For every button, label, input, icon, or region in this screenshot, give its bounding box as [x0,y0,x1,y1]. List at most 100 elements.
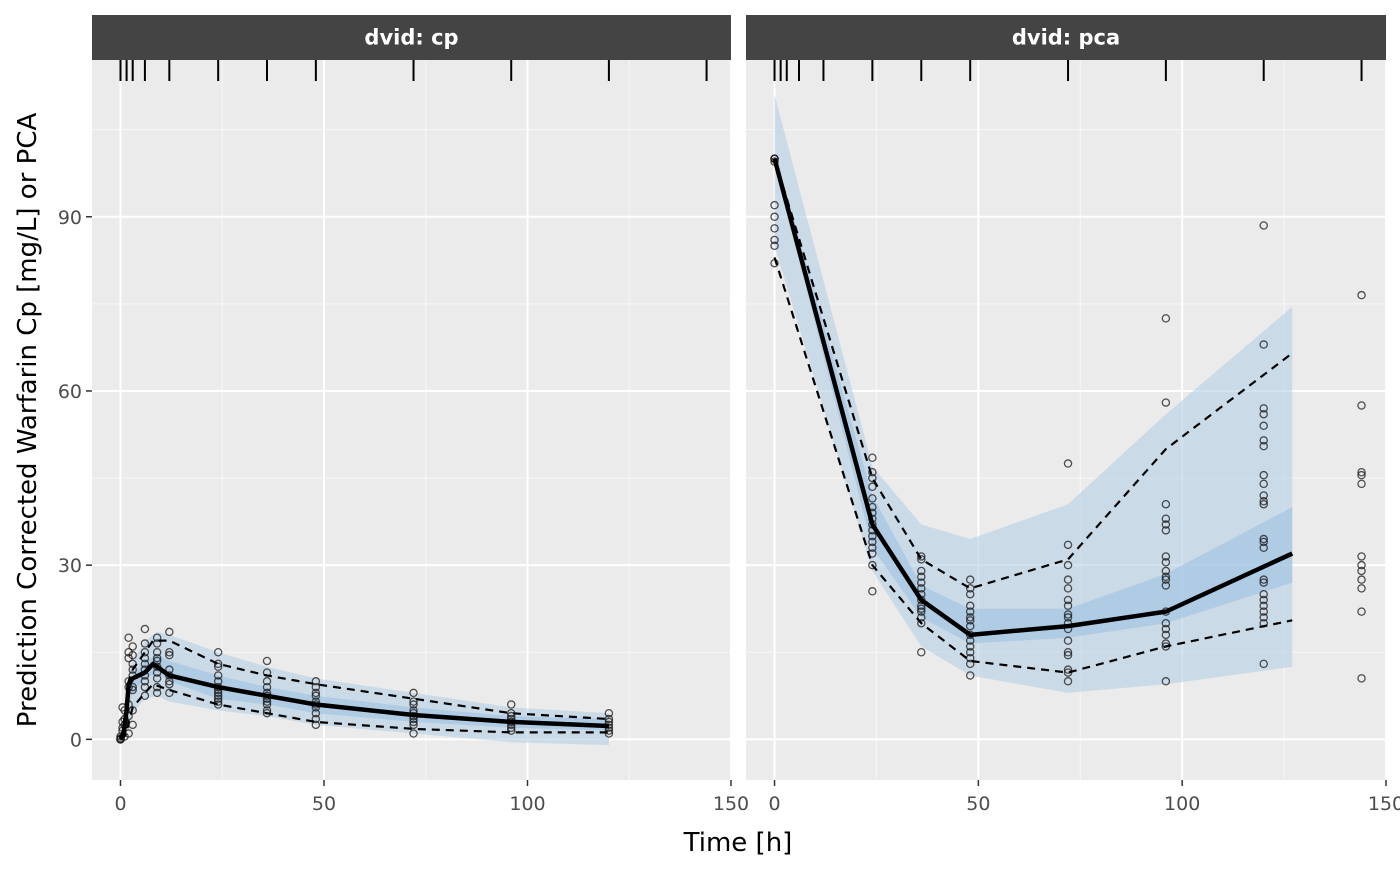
observed-point [965,575,975,584]
observed-point [917,578,926,587]
observed-point [213,648,223,657]
observed-point [868,560,877,570]
observed-point [1357,560,1366,570]
observed-point [965,589,975,599]
observed-point [1161,520,1171,529]
observed-point [152,674,162,683]
y-axis-title: Prediction Corrected Warfarin Cp [mg/L] … [13,113,43,728]
observed-point [868,453,877,462]
observed-point [311,677,321,686]
observed-point [1161,624,1171,634]
observed-point [1259,340,1268,349]
prediction-interval-outer-band [774,94,1293,693]
observed-point [1259,491,1268,500]
y-tick-label: 0 [70,729,82,751]
observed-point [409,720,418,730]
observed-point [152,633,162,642]
y-tick-label: 90 [58,207,82,229]
observed-point [1063,575,1073,584]
observed-point [1161,398,1171,407]
observed-point [1259,607,1268,616]
observed-point [213,694,223,703]
observed-point [1161,499,1171,509]
observed-point [868,587,877,596]
observed-point [1161,618,1171,628]
observed-point [1259,499,1268,509]
observed-point [1063,613,1073,622]
line-observed-p05 [773,257,1293,674]
observed-point [965,607,975,616]
observed-point [152,648,162,657]
observed-point [1357,575,1366,584]
observed-point [1357,290,1366,300]
observed-point [917,566,926,576]
observed-point [604,729,614,738]
observed-point [1357,566,1366,576]
observed-point [965,642,975,651]
observed-point [604,726,614,735]
observed-point [1161,314,1171,323]
observed-point [409,729,418,738]
facet-strip [92,15,731,60]
observed-point [165,648,174,657]
observed-point [868,473,877,483]
y-tick-label: 60 [58,381,82,403]
observed-point [262,682,272,692]
observed-point [165,627,174,637]
observed-point [1161,572,1171,582]
facet-strip [746,15,1386,60]
observed-point [868,482,877,492]
observed-point [1259,470,1268,480]
panel-content [116,624,614,746]
x-tick-label: 0 [768,793,780,815]
observed-point [311,720,321,730]
observed-point [1063,610,1073,619]
observed-point [409,700,418,709]
observed-point [1259,534,1268,544]
x-tick-label: 0 [114,793,126,815]
prediction-interval-median-band [774,152,1293,644]
observed-point [965,653,975,663]
observed-point [1259,613,1268,622]
observed-point [917,607,926,616]
panel-content [770,94,1366,693]
observed-point [868,537,877,547]
observed-point [213,659,223,669]
observed-point [1063,636,1073,645]
observed-point [917,572,926,582]
observed-point [140,677,150,686]
observed-point [868,543,877,552]
observed-point [262,677,272,686]
observed-point [770,224,779,233]
observed-point [1161,581,1171,590]
observed-point [311,688,321,698]
facet-panel-2: dvid: pca 0 50 100 150 [746,15,1400,815]
observed-point [1357,468,1366,477]
observed-point [965,648,975,657]
observed-point [965,601,975,611]
observed-point [140,639,150,648]
observed-point [965,616,975,625]
observed-point [917,552,926,561]
observed-point [917,648,926,657]
observed-point [1259,589,1268,599]
observed-point [152,688,162,698]
observed-point [1357,470,1366,480]
observed-point [1259,497,1268,506]
observed-point [770,235,779,245]
observed-point [1161,526,1171,535]
x-tick-label: 50 [312,793,336,815]
observed-point [1063,595,1073,605]
observed-point [1063,677,1073,686]
observed-point [140,648,150,657]
observed-point [1063,459,1073,468]
observed-point [1063,560,1073,570]
observed-point [1063,601,1073,611]
observed-point [409,717,418,727]
observed-point [262,700,272,709]
x-tick-label: 100 [1164,793,1200,815]
observed-point [1259,404,1268,413]
observed-point [1063,650,1073,660]
observed-point [770,241,779,251]
